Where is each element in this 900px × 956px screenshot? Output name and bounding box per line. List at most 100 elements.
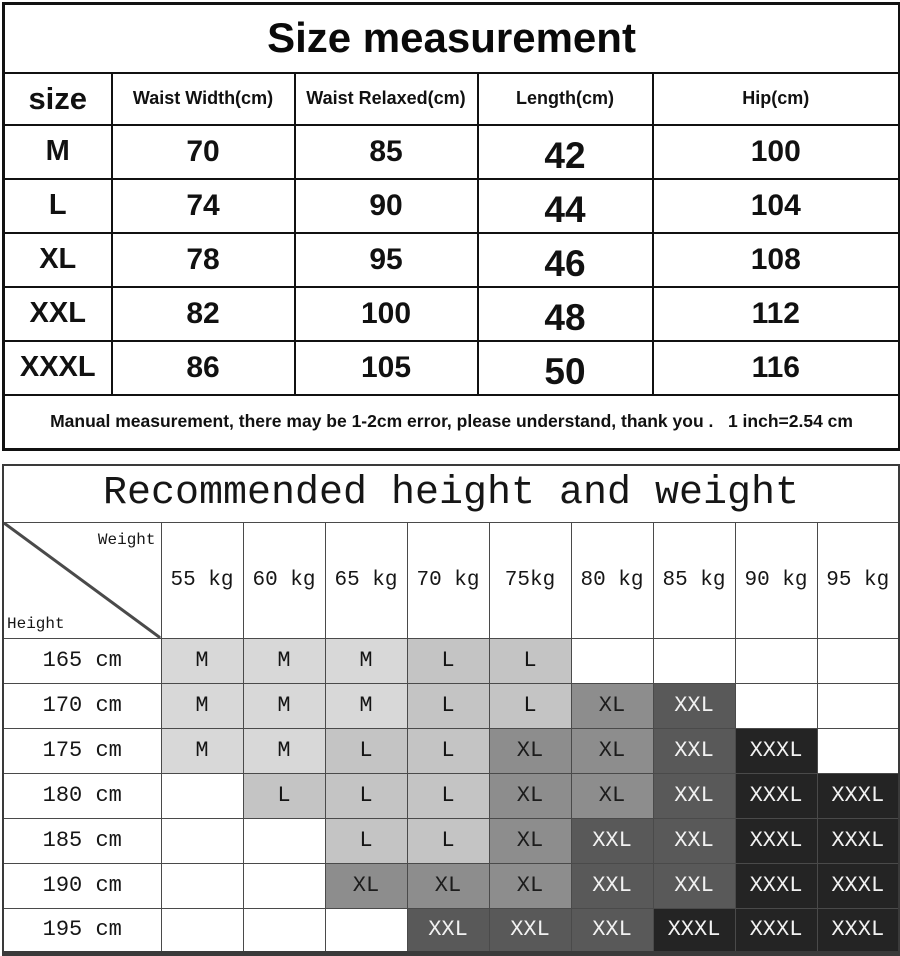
recommendation-cell: XXL <box>570 907 654 954</box>
recommendation-cell: XXL <box>652 817 736 864</box>
recommendation-cell: XXL <box>570 817 654 864</box>
empty-cell <box>570 637 654 684</box>
height-row: 185 cm L L XL XXL XXL XXXL XXXL <box>2 817 900 864</box>
size-label: XXL <box>2 285 113 342</box>
waist-relaxed-value: 90 <box>293 177 479 234</box>
height-weight-table: Recommended height and weight Height Wei… <box>2 464 900 956</box>
recommendation-cell: XXL <box>652 772 736 819</box>
recommendation-cell: L <box>406 772 490 819</box>
recommendation-cell: XL <box>406 862 490 909</box>
recommendation-cell: XXXL <box>816 772 900 819</box>
recommendation-cell: XL <box>488 817 572 864</box>
waist-relaxed-value: 105 <box>293 339 479 396</box>
recommendation-cell: XXXL <box>734 727 818 774</box>
size-label: M <box>2 123 113 180</box>
recommendation-cell: XXL <box>488 907 572 954</box>
recommendation-cell: XXL <box>652 862 736 909</box>
recommendation-cell: XXXL <box>734 862 818 909</box>
height-axis-label: Height <box>7 614 65 633</box>
hip-value: 108 <box>651 231 900 288</box>
hip-value: 100 <box>651 123 900 180</box>
recommendation-cell: XXL <box>652 682 736 729</box>
size-title-row: Size measurement <box>2 2 900 74</box>
recommendation-cell: L <box>324 772 408 819</box>
height-row-header: 175 cm <box>2 727 162 774</box>
height-row-header: 165 cm <box>2 637 162 684</box>
recommendation-cell: M <box>242 682 326 729</box>
weight-column-header: 75kg <box>488 521 572 639</box>
waist-width-value: 70 <box>110 123 296 180</box>
empty-cell <box>816 682 900 729</box>
recommendation-cell: M <box>242 637 326 684</box>
recommendation-cell: XL <box>488 772 572 819</box>
empty-cell <box>816 637 900 684</box>
height-row: 180 cm L L L XL XL XXL XXXL XXXL <box>2 772 900 819</box>
recommendation-cell: XL <box>570 727 654 774</box>
size-row: L 74 90 44 104 <box>2 177 900 234</box>
hip-value: 104 <box>651 177 900 234</box>
corner-cell: Height Weight <box>2 521 162 639</box>
empty-cell <box>242 862 326 909</box>
empty-cell <box>242 907 326 954</box>
height-weight-body: 165 cm M M M L L 170 cm M M M L L XL XXL 175 cm M M L L XL X… <box>2 637 900 954</box>
weight-header-row: Height Weight 55 kg 60 kg 65 kg 70 kg 75kg 80… <box>2 521 900 639</box>
height-row: 190 cm XL XL XL XXL XXL XXXL XXXL <box>2 862 900 909</box>
length-value: 44 <box>476 177 654 234</box>
column-header-hip: Hip(cm) <box>651 71 900 126</box>
size-label: XL <box>2 231 113 288</box>
size-row: XXXL 86 105 50 116 <box>2 339 900 396</box>
size-measurement-table: Size measurement size Waist Width(cm) Wais… <box>2 2 900 451</box>
empty-cell <box>816 727 900 774</box>
diagonal-line <box>4 523 160 637</box>
height-row-header: 170 cm <box>2 682 162 729</box>
size-row: XXL 82 100 48 112 <box>2 285 900 342</box>
size-label: L <box>2 177 113 234</box>
size-row: XL 78 95 46 108 <box>2 231 900 288</box>
recommendation-cell: XL <box>488 862 572 909</box>
empty-cell <box>734 637 818 684</box>
length-value: 46 <box>476 231 654 288</box>
waist-width-value: 82 <box>110 285 296 342</box>
empty-cell <box>160 817 244 864</box>
recommendation-cell: L <box>324 817 408 864</box>
recommendation-cell: XL <box>570 772 654 819</box>
size-measurement-title: Size measurement <box>2 2 900 74</box>
weight-column-header: 55 kg <box>160 521 244 639</box>
height-row: 170 cm M M M L L XL XXL <box>2 682 900 729</box>
weight-column-header: 70 kg <box>406 521 490 639</box>
recommendation-cell: L <box>324 727 408 774</box>
recommendation-cell: XXL <box>652 727 736 774</box>
empty-cell <box>734 682 818 729</box>
empty-cell <box>160 772 244 819</box>
recommendation-cell: XXXL <box>734 772 818 819</box>
recommendation-cell: XL <box>488 727 572 774</box>
column-header-waist-relaxed: Waist Relaxed(cm) <box>293 71 479 126</box>
waist-relaxed-value: 95 <box>293 231 479 288</box>
empty-cell <box>160 862 244 909</box>
height-weight-title: Recommended height and weight <box>2 464 900 523</box>
height-weight-title-row: Recommended height and weight <box>2 464 900 523</box>
weight-column-header: 95 kg <box>816 521 900 639</box>
empty-cell <box>324 907 408 954</box>
column-header-size: size <box>2 71 113 126</box>
height-row: 165 cm M M M L L <box>2 637 900 684</box>
recommendation-cell: L <box>406 682 490 729</box>
height-row: 195 cm XXL XXL XXL XXXL XXXL XXXL <box>2 907 900 954</box>
height-row-header: 195 cm <box>2 907 162 954</box>
recommendation-cell: L <box>488 637 572 684</box>
recommendation-cell: M <box>242 727 326 774</box>
size-table-header-row: size Waist Width(cm) Waist Relaxed(cm) Leng… <box>2 71 900 126</box>
recommendation-cell: XL <box>324 862 408 909</box>
recommendation-cell: XXXL <box>652 907 736 954</box>
size-table-body: M 70 85 42 100 L 74 90 44 104 XL 78 95 46 108 XXL 82 100 4… <box>2 123 900 396</box>
length-value: 48 <box>476 285 654 342</box>
waist-width-value: 74 <box>110 177 296 234</box>
weight-column-header: 80 kg <box>570 521 654 639</box>
recommendation-cell: L <box>488 682 572 729</box>
empty-cell <box>160 907 244 954</box>
size-row: M 70 85 42 100 <box>2 123 900 180</box>
column-header-length: Length(cm) <box>476 71 654 126</box>
waist-relaxed-value: 100 <box>293 285 479 342</box>
height-row-header: 185 cm <box>2 817 162 864</box>
